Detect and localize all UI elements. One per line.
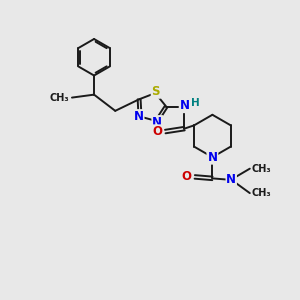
Text: CH₃: CH₃ (251, 164, 271, 174)
Text: N: N (207, 151, 218, 164)
Text: O: O (182, 170, 192, 183)
Text: N: N (179, 99, 189, 112)
Text: N: N (134, 110, 144, 123)
Text: O: O (152, 125, 162, 138)
Text: N: N (226, 173, 236, 186)
Text: H: H (191, 98, 200, 108)
Text: CH₃: CH₃ (251, 188, 271, 198)
Text: CH₃: CH₃ (50, 93, 70, 103)
Text: S: S (152, 85, 160, 98)
Text: N: N (152, 116, 162, 129)
